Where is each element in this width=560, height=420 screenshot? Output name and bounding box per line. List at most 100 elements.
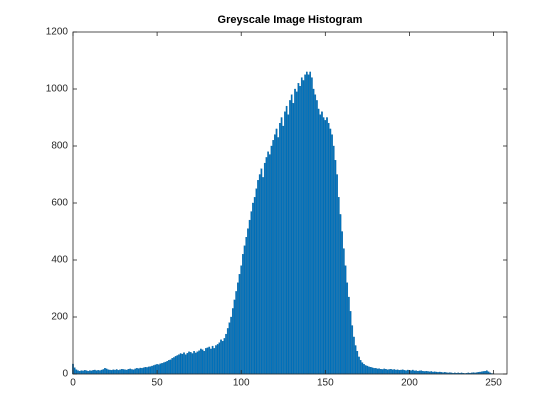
bar: [194, 352, 197, 375]
y-tick-label: 0: [62, 369, 68, 380]
bar: [401, 369, 404, 375]
bar: [267, 151, 269, 375]
bar: [99, 370, 101, 375]
bar: [176, 355, 179, 375]
bar: [405, 370, 407, 375]
bar: [151, 365, 153, 375]
bar: [75, 369, 78, 375]
bar: [92, 370, 95, 375]
bar: [208, 346, 211, 375]
bar: [406, 369, 409, 375]
bar: [383, 368, 386, 375]
bar: [356, 351, 359, 375]
bar: [391, 369, 394, 375]
bar: [198, 350, 200, 375]
bar: [82, 370, 84, 375]
bar: [268, 154, 271, 375]
bar: [90, 370, 93, 375]
bar: [100, 369, 103, 375]
bar: [83, 370, 86, 375]
bar: [292, 103, 295, 375]
bar: [243, 245, 246, 375]
bar: [221, 341, 224, 375]
x-tick-label: 250: [485, 378, 502, 389]
bar: [228, 322, 231, 375]
bar: [371, 367, 374, 375]
bar: [363, 364, 365, 375]
bar: [226, 328, 229, 375]
bar: [272, 140, 275, 375]
bar: [129, 368, 132, 375]
bar: [139, 367, 142, 375]
x-tick-label: 0: [70, 378, 76, 389]
bar: [110, 370, 113, 375]
bar: [146, 367, 148, 375]
bar: [201, 349, 204, 375]
bar: [277, 137, 280, 375]
bar: [169, 359, 172, 375]
bar: [203, 351, 206, 375]
bar: [163, 362, 165, 375]
bar: [369, 367, 372, 375]
bar: [211, 345, 214, 375]
bar: [159, 363, 162, 375]
bar: [311, 77, 313, 375]
bar: [191, 353, 194, 375]
bar: [218, 342, 221, 375]
bar: [248, 219, 251, 375]
bar: [368, 366, 370, 375]
bar: [300, 77, 303, 375]
bar: [109, 369, 111, 375]
bar: [294, 88, 296, 375]
bar: [215, 345, 217, 375]
bar: [77, 370, 79, 375]
bar: [274, 134, 276, 375]
bar: [181, 353, 184, 375]
bar: [134, 368, 137, 375]
y-tick-label: 400: [51, 255, 68, 266]
bar: [213, 348, 216, 375]
bar: [231, 308, 234, 375]
bar: [380, 369, 382, 375]
bar: [117, 370, 120, 375]
bar: [188, 351, 190, 375]
bar: [152, 365, 155, 375]
bar: [485, 370, 488, 375]
bar: [126, 369, 128, 375]
bar: [257, 180, 259, 375]
bar: [280, 117, 283, 375]
bar: [484, 370, 486, 375]
bar: [374, 368, 377, 375]
bar: [122, 369, 125, 375]
bar: [309, 71, 312, 375]
bar: [317, 108, 320, 375]
bar: [385, 369, 387, 375]
bar: [87, 370, 89, 375]
bar: [233, 299, 236, 375]
bar: [247, 228, 249, 375]
bar: [149, 366, 152, 375]
bar: [343, 248, 345, 375]
bar: [395, 369, 397, 375]
bar: [260, 168, 263, 375]
bar: [386, 369, 389, 375]
bar: [263, 162, 266, 375]
bar: [237, 282, 239, 375]
bar: [206, 347, 209, 375]
bar: [141, 368, 143, 375]
y-tick-label: 800: [51, 141, 68, 152]
bar: [312, 88, 315, 375]
x-tick-label: 200: [401, 378, 418, 389]
bar: [299, 86, 301, 375]
bar: [225, 333, 227, 375]
bar: [102, 369, 105, 375]
bar: [319, 114, 322, 375]
bar: [189, 352, 192, 375]
bar: [166, 361, 169, 375]
bar: [348, 296, 350, 375]
bar: [422, 370, 424, 375]
bar: [95, 370, 98, 375]
y-tick-label: 1200: [46, 27, 69, 38]
bar: [351, 325, 354, 375]
